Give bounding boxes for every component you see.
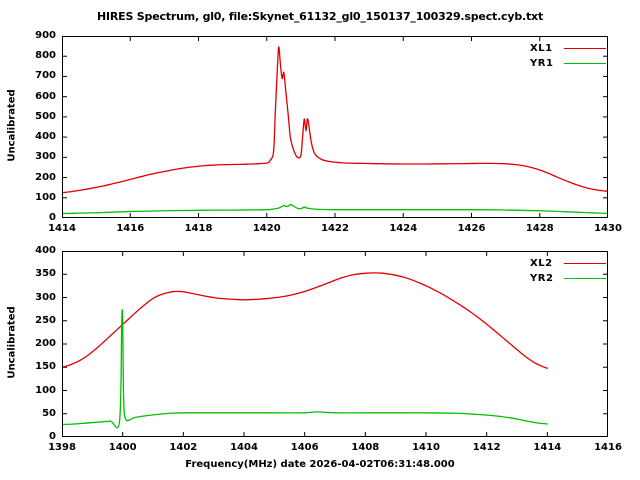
y-tick-label: 50 (42, 407, 56, 419)
x-axis-title: Frequency(MHz) date 2026-04-02T06:31:48.… (185, 459, 455, 470)
y-tick-label: 600 (35, 90, 56, 102)
x-tick-label: 1404 (230, 442, 258, 453)
legend-top-item[interactable]: YR1 (530, 56, 606, 71)
x-tick-label: 1418 (184, 223, 213, 234)
legend-top-swatch (564, 63, 606, 64)
x-tick-label: 1406 (290, 442, 319, 453)
y-tick-label: 0 (49, 431, 56, 442)
legend-top-item[interactable]: XL1 (530, 41, 606, 56)
x-tick-label: 1426 (457, 223, 486, 234)
x-tick-label: 1416 (116, 223, 145, 234)
x-tick-label: 1398 (48, 442, 76, 453)
x-tick-label: 1424 (389, 223, 418, 234)
y-tick-label: 700 (35, 70, 56, 82)
y-tick-label: 400 (35, 245, 56, 256)
x-tick-label: 1428 (525, 223, 554, 234)
bottom-legend: XL2 YR2 (530, 256, 606, 286)
y-tick-label: 0 (49, 212, 56, 223)
legend-bottom-item[interactable]: XL2 (530, 256, 606, 271)
top-plot-canvas (62, 36, 608, 218)
x-tick-label: 1400 (108, 442, 137, 453)
y-tick-label: 200 (35, 338, 56, 349)
top-plot-panel (62, 36, 608, 218)
x-tick-label: 1410 (412, 442, 440, 453)
y-tick-label: 300 (35, 291, 56, 303)
y-tick-label: 100 (35, 191, 56, 203)
series-line-yr2 (62, 309, 548, 429)
series-line-xl1 (62, 46, 608, 194)
y-tick-label: 350 (35, 268, 56, 280)
y-tick-label: 400 (35, 131, 56, 143)
page-title: HIRES Spectrum, gl0, file:Skynet_61132_g… (96, 10, 544, 23)
bottom-plot-canvas (62, 251, 608, 437)
series-line-yr1 (62, 204, 608, 215)
y-tick-label: 800 (35, 50, 56, 62)
legend-bottom-swatch (564, 263, 606, 264)
legend-bottom-label: YR2 (530, 273, 554, 284)
y-tick-label: 900 (35, 30, 56, 41)
x-tick-label: 1408 (351, 442, 380, 453)
y-tick-label: 150 (35, 361, 56, 373)
top-legend: XL1 YR1 (530, 41, 606, 71)
legend-top-label: YR1 (530, 58, 554, 69)
legend-top-label: XL1 (530, 43, 553, 54)
y-tick-label: 200 (35, 171, 56, 183)
x-tick-label: 1412 (472, 442, 501, 453)
y-tick-label: 300 (35, 151, 56, 163)
y-tick-label: 250 (35, 314, 56, 326)
x-tick-label: 1402 (169, 442, 198, 453)
x-tick-label: 1422 (321, 223, 349, 234)
y-tick-label: 100 (35, 384, 56, 396)
series-line-xl2 (62, 272, 548, 369)
legend-bottom-item[interactable]: YR2 (530, 271, 606, 286)
x-tick-label: 1416 (594, 442, 622, 453)
legend-top-swatch (564, 48, 606, 49)
legend-bottom-swatch (564, 278, 606, 279)
bottom-plot-panel (62, 251, 608, 437)
y-tick-label: 500 (35, 110, 56, 122)
x-tick-label: 1414 (48, 223, 76, 234)
x-tick-label: 1414 (533, 442, 562, 453)
x-tick-label: 1430 (594, 223, 622, 234)
x-tick-label: 1420 (252, 223, 281, 234)
legend-bottom-label: XL2 (530, 258, 553, 269)
